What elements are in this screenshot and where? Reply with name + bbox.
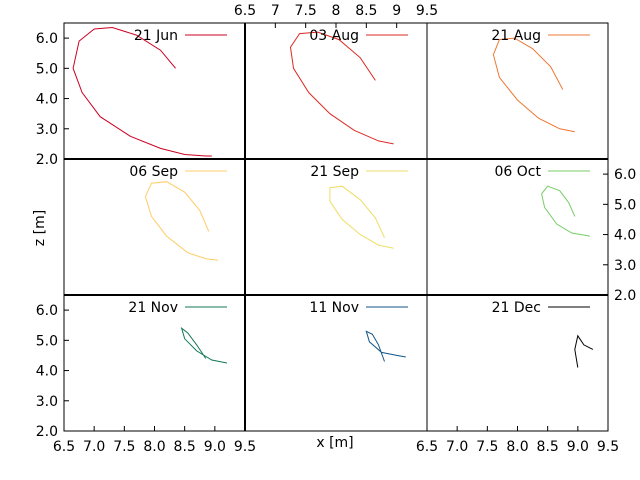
series-line: [365, 330, 406, 362]
panel-11-nov: 11 Nov: [309, 300, 408, 362]
series-line: [289, 31, 394, 145]
x-tick-label: 7.0: [446, 439, 468, 455]
x-axis-label: x [m]: [316, 435, 353, 451]
legend-label: 06 Sep: [129, 164, 178, 180]
x-tick-label: 8.0: [143, 439, 165, 455]
x-tick-label: 9: [392, 3, 401, 19]
legend-label: 21 Nov: [128, 300, 178, 316]
x-tick-label: 8.5: [355, 3, 377, 19]
y-tick-label: 3.0: [36, 122, 58, 138]
panel-21-nov: 21 Nov: [128, 300, 227, 364]
legend-label: 06 Oct: [495, 164, 542, 180]
legend-label: 03 Aug: [309, 28, 359, 44]
y-tick-label: 6.0: [36, 303, 58, 319]
panel-06-oct: 06 Oct: [495, 164, 590, 237]
x-tick-label: 7.5: [476, 439, 498, 455]
y-tick-label: 2.0: [614, 288, 636, 304]
panels-group: 21 Jun 03 Aug 21 Aug 06 Sep 21 Sep 06 Oct 21 N…: [72, 26, 594, 368]
x-tick-label: 7: [271, 3, 280, 19]
x-tick-label: 9.5: [597, 439, 619, 455]
legend-label: 21 Aug: [491, 28, 541, 44]
legend-label: 11 Nov: [309, 300, 359, 316]
x-tick-label: 9.0: [204, 439, 226, 455]
x-tick-label: 7.5: [295, 3, 317, 19]
x-tick-label: 8.5: [537, 439, 559, 455]
panel-21-dec: 21 Dec: [492, 300, 594, 368]
series-line: [541, 185, 590, 237]
legend-label: 21 Dec: [492, 300, 541, 316]
y-tick-label: 5.0: [36, 61, 58, 77]
panel-03-aug: 03 Aug: [289, 28, 408, 145]
y-tick-label: 4.0: [614, 228, 636, 244]
x-tick-label: 8.5: [174, 439, 196, 455]
x-tick-label: 6.5: [234, 3, 256, 19]
x-tick-label: 6.5: [53, 439, 75, 455]
x-tick-label: 9.5: [416, 3, 438, 19]
series-line: [574, 334, 594, 368]
plot-frame: [63, 22, 609, 432]
y-tick-label: 2.0: [36, 424, 58, 440]
y-tick-label: 5.0: [614, 197, 636, 213]
axes-group: 2.0 2.0 2.0 3.0 3.0 3.0 4.0 4.0 4.0 5.0 5.0 5.0 6.0 6…: [36, 3, 637, 455]
x-tick-label: 9.5: [234, 439, 256, 455]
x-tick-label: 7.0: [83, 439, 105, 455]
y-tick-label: 4.0: [36, 364, 58, 380]
y-tick-label: 3.0: [614, 258, 636, 274]
series-line: [492, 37, 575, 133]
y-tick-label: 6.0: [36, 31, 58, 47]
x-tick-label: 9.0: [567, 439, 589, 455]
x-tick-label: 6.5: [416, 439, 438, 455]
y-tick-label: 6.0: [614, 167, 636, 183]
series-line: [180, 326, 227, 364]
series-line: [329, 185, 394, 249]
panel-21-sep: 21 Sep: [310, 164, 408, 249]
y-tick-label: 2.0: [36, 152, 58, 168]
panel-21-aug: 21 Aug: [491, 28, 590, 133]
y-tick-label: 5.0: [36, 333, 58, 349]
legend-label: 21 Sep: [310, 164, 359, 180]
panel-06-sep: 06 Sep: [129, 164, 227, 261]
series-line: [72, 26, 212, 157]
y-axis-label: z [m]: [32, 210, 48, 246]
x-tick-label: 8: [332, 3, 341, 19]
legend-label: 21 Jun: [134, 28, 178, 44]
x-tick-label: 8.0: [506, 439, 528, 455]
y-tick-label: 4.0: [36, 92, 58, 108]
panel-21-jun: 21 Jun: [72, 26, 227, 157]
series-line: [144, 181, 218, 261]
x-tick-label: 7.5: [113, 439, 135, 455]
y-tick-label: 3.0: [36, 394, 58, 410]
